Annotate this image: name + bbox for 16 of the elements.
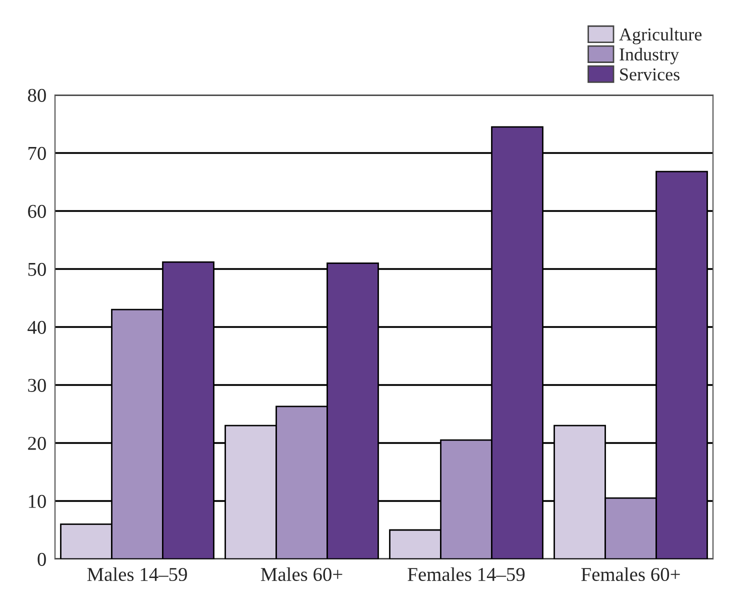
x-tick-label: Females 14–59 <box>408 567 525 582</box>
y-tick-label: 50 <box>28 262 46 276</box>
x-tick-label: Females 60+ <box>581 567 680 582</box>
x-tick-label: Males 60+ <box>260 567 342 582</box>
y-tick-label: 0 <box>38 552 46 566</box>
y-tick-label: 70 <box>28 146 46 160</box>
y-tick-label: 80 <box>28 88 46 102</box>
y-tick-label: 20 <box>28 436 46 450</box>
y-tick-label: 40 <box>28 320 46 334</box>
y-tick-label: 10 <box>28 494 46 508</box>
y-tick-label: 30 <box>28 378 46 392</box>
y-tick-label: 60 <box>28 204 46 218</box>
legend-label: Services <box>620 68 680 80</box>
legend-label: Industry <box>620 48 680 64</box>
x-tick-label: Males 14–59 <box>87 567 187 582</box>
legend-label: Agriculture <box>619 28 702 44</box>
